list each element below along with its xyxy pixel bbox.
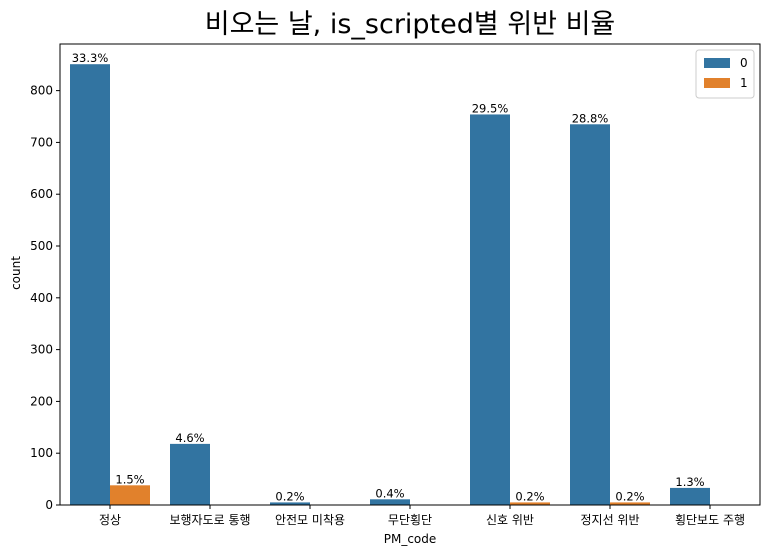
bar-label-series-0-1: 4.6%: [175, 431, 204, 445]
bar-series-1-5: [610, 502, 650, 505]
bar-series-1-0: [110, 485, 150, 505]
bar-label-series-0-3: 0.4%: [375, 486, 404, 500]
plot-frame: [59, 43, 761, 506]
y-tick-label-700: 700: [30, 135, 53, 149]
bar-label-series-1-4: 0.2%: [515, 489, 544, 503]
y-axis: 0 100 200 300 400 500 600 700 800: [30, 84, 60, 512]
x-tick-label-5: 정지선 위반: [580, 513, 639, 527]
y-tick-label-800: 800: [30, 84, 53, 98]
x-tick-label-2: 안전모 미착용: [275, 513, 345, 527]
legend-label-series-0: 0: [740, 56, 748, 70]
y-tick-label-200: 200: [30, 394, 53, 408]
bar-series-0-0: [70, 64, 110, 506]
bar-series-0-4: [470, 114, 510, 505]
y-tick-label-400: 400: [30, 291, 53, 305]
bar-series-1-4: [510, 502, 550, 505]
bar-label-series-0-4: 29.5%: [472, 101, 509, 115]
x-tick-label-6: 횡단보도 주행: [675, 512, 745, 527]
plot-area: 33.3% 4.6% 0.2% 0.4% 29.5% 28.8% 1.3% 1.5% 0.2% 0…: [59, 43, 761, 506]
bar-label-series-1-5: 0.2%: [615, 489, 644, 503]
y-tick-label-0: 0: [45, 498, 53, 512]
legend-label-series-1: 1: [740, 76, 748, 90]
legend: 01: [695, 49, 755, 99]
bar-label-series-0-0: 33.3%: [72, 51, 109, 65]
bar-series-0-6: [670, 487, 710, 505]
chart-title: 비오는 날, is_scripted별 위반 비율: [205, 9, 616, 40]
y-tick-label-600: 600: [30, 187, 53, 201]
x-tick-label-3: 무단횡단: [388, 513, 432, 527]
y-tick-label-100: 100: [30, 446, 53, 460]
legend-swatch-series-1: [704, 78, 730, 88]
bar-series-0-5: [570, 124, 610, 506]
bar-series-0-3: [370, 499, 410, 505]
y-axis-title: count: [9, 256, 23, 290]
bar-series-0-1: [170, 443, 210, 505]
bar-label-series-0-6: 1.3%: [675, 475, 704, 489]
bar-label-series-0-2: 0.2%: [275, 489, 304, 503]
x-tick-label-4: 신호 위반: [486, 513, 534, 527]
x-axis-title: PM_code: [384, 532, 437, 546]
y-tick-label-500: 500: [30, 239, 53, 253]
legend-swatch-series-0: [704, 58, 730, 68]
x-tick-label-0: 정상: [99, 513, 121, 527]
x-axis: 정상 보행자도로 통행 안전모 미착용 무단횡단 신호 위반 정지선 위반 횡단보도 주행: [99, 505, 745, 527]
y-tick-label-300: 300: [30, 343, 53, 357]
bar-series-0-2: [270, 502, 310, 505]
bar-label-series-1-0: 1.5%: [115, 472, 144, 486]
bar-label-series-0-5: 28.8%: [572, 111, 609, 125]
x-tick-label-1: 보행자도로 통행: [169, 512, 250, 527]
